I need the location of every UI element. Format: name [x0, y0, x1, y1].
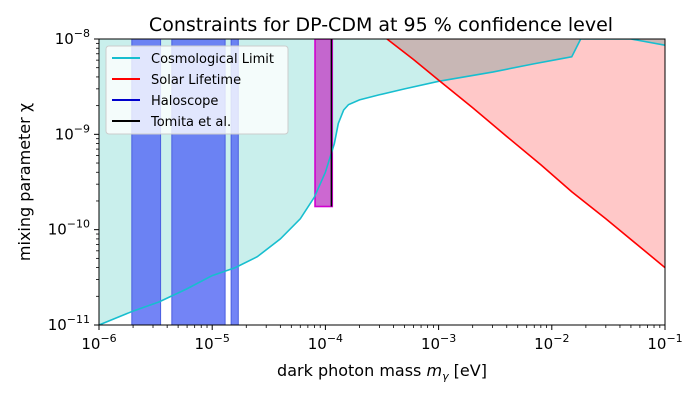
tomita-region	[314, 39, 334, 208]
y-tick-label: 10−8	[55, 27, 90, 48]
x-axis-label-unit: [eV]	[449, 361, 487, 380]
x-axis-label-text: dark photon mass	[277, 361, 426, 380]
x-tick-label: 10−6	[81, 332, 116, 353]
x-axis-label-symbol: m	[426, 361, 442, 380]
solar-lifetime-line	[386, 39, 665, 269]
x-tick-label: 10−5	[195, 332, 230, 353]
legend-label: Cosmological Limit	[151, 52, 274, 67]
y-tick-label: 10−11	[48, 313, 90, 334]
y-axis-label: mixing parameter χ	[15, 103, 34, 261]
y-tick-label: 10−10	[48, 218, 90, 239]
haloscope-band	[230, 39, 239, 325]
legend-label: Haloscope	[151, 94, 218, 109]
x-axis: 10−6 10−5 10−4 10−3 10−2 10−1	[81, 325, 683, 353]
x-axis-label-subscript: γ	[442, 370, 449, 383]
x-axis-label: dark photon mass mγ [eV]	[277, 361, 487, 383]
cosmological-limit-line	[99, 39, 665, 325]
legend-label: Solar Lifetime	[151, 73, 241, 88]
overlap-region	[386, 39, 665, 82]
x-tick-label: 10−2	[534, 332, 569, 353]
y-axis: 10−11 10−10 10−9 10−8	[48, 27, 99, 334]
legend: Cosmological Limit Solar Lifetime Haloscop…	[105, 45, 289, 135]
chart-title: Constraints for DP-CDM at 95 % confidenc…	[149, 14, 613, 36]
legend-box	[105, 45, 289, 135]
legend-label: Tomita et al.	[150, 115, 231, 130]
x-tick-label: 10−4	[308, 332, 343, 353]
y-tick-label: 10−9	[55, 122, 90, 143]
x-tick-label: 10−3	[421, 332, 456, 353]
x-tick-label: 10−1	[647, 332, 682, 353]
lines-layer	[99, 39, 665, 325]
plot-frame	[98, 38, 666, 326]
